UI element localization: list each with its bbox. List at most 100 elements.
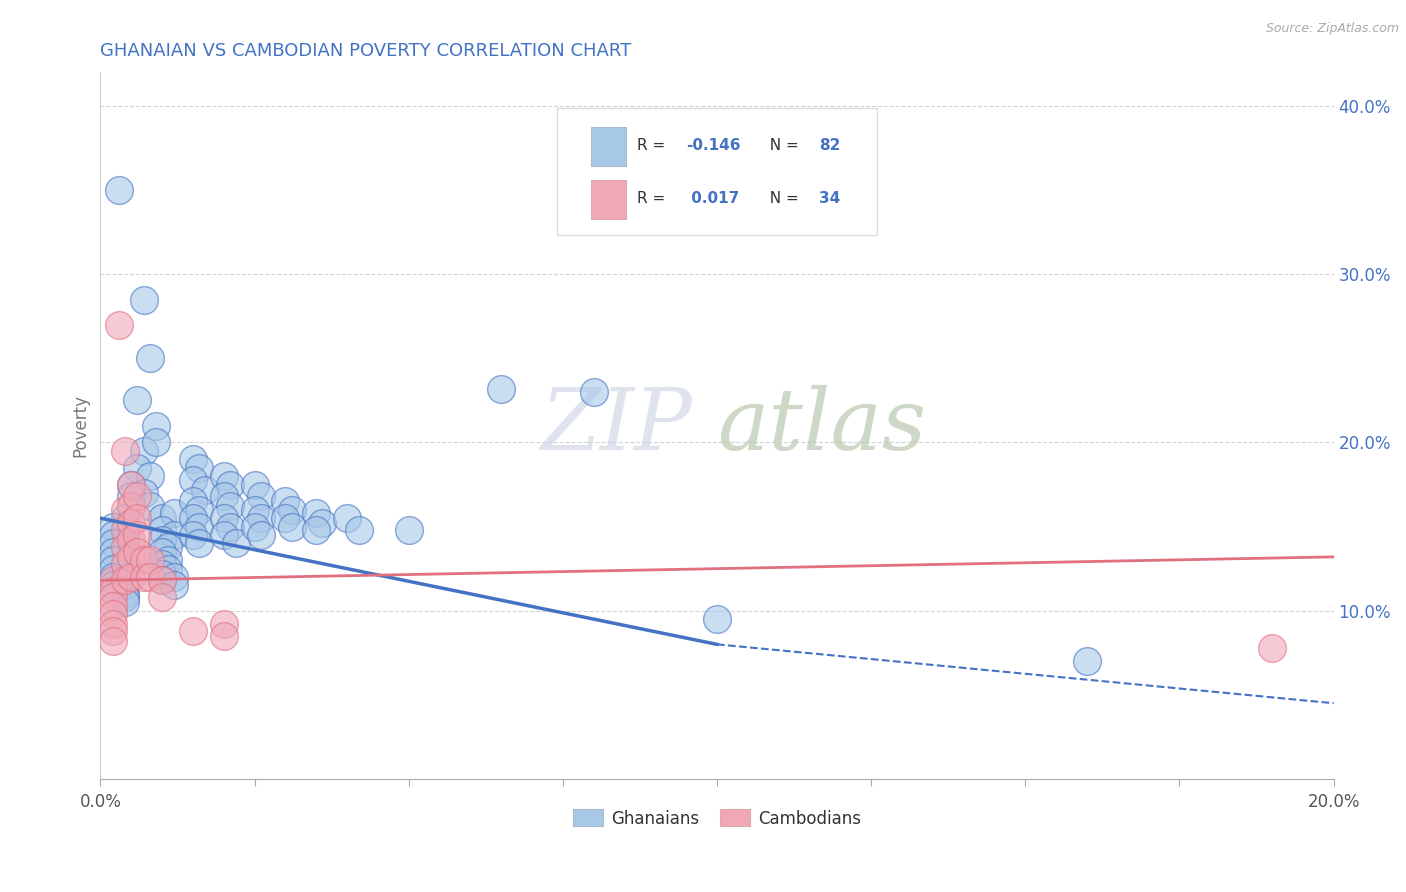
- Text: 34: 34: [820, 191, 841, 206]
- Point: [132, 570, 155, 584]
- Text: ZIP: ZIP: [540, 384, 692, 467]
- Text: Source: ZipAtlas.com: Source: ZipAtlas.com: [1265, 22, 1399, 36]
- Point: [138, 553, 160, 567]
- Point: [163, 578, 186, 592]
- Y-axis label: Poverty: Poverty: [72, 394, 89, 458]
- Point: [101, 528, 124, 542]
- Point: [163, 528, 186, 542]
- Point: [114, 443, 136, 458]
- Point: [114, 591, 136, 605]
- Point: [145, 418, 167, 433]
- Text: 82: 82: [820, 138, 841, 153]
- Point: [127, 528, 149, 542]
- Point: [157, 540, 180, 554]
- Text: GHANAIAN VS CAMBODIAN POVERTY CORRELATION CHART: GHANAIAN VS CAMBODIAN POVERTY CORRELATIO…: [100, 42, 631, 60]
- Text: N =: N =: [761, 191, 804, 206]
- Point: [127, 393, 149, 408]
- Point: [120, 500, 142, 514]
- Point: [114, 503, 136, 517]
- FancyBboxPatch shape: [557, 108, 877, 235]
- Point: [114, 528, 136, 542]
- Point: [212, 528, 235, 542]
- Point: [349, 523, 371, 537]
- Point: [120, 570, 142, 584]
- Point: [188, 536, 211, 550]
- Point: [163, 506, 186, 520]
- Point: [706, 612, 728, 626]
- Point: [114, 523, 136, 537]
- Point: [101, 578, 124, 592]
- Point: [101, 562, 124, 576]
- Point: [120, 477, 142, 491]
- Point: [181, 452, 204, 467]
- Point: [305, 506, 328, 520]
- Point: [132, 553, 155, 567]
- Text: -0.146: -0.146: [686, 138, 741, 153]
- Point: [127, 489, 149, 503]
- Point: [249, 511, 271, 525]
- Text: 0.017: 0.017: [686, 191, 740, 206]
- Point: [132, 443, 155, 458]
- Point: [108, 318, 131, 332]
- Point: [127, 545, 149, 559]
- Point: [114, 545, 136, 559]
- Point: [120, 549, 142, 564]
- Point: [150, 533, 173, 547]
- Point: [582, 384, 605, 399]
- Point: [101, 570, 124, 584]
- Point: [188, 519, 211, 533]
- Point: [101, 624, 124, 638]
- Point: [181, 473, 204, 487]
- Point: [243, 477, 266, 491]
- Point: [398, 523, 420, 537]
- Point: [212, 511, 235, 525]
- Point: [150, 566, 173, 581]
- Point: [132, 293, 155, 307]
- Point: [249, 528, 271, 542]
- Point: [114, 562, 136, 576]
- Point: [120, 477, 142, 491]
- Point: [108, 183, 131, 197]
- Point: [150, 523, 173, 537]
- Point: [150, 574, 173, 588]
- Point: [181, 494, 204, 508]
- Point: [114, 553, 136, 567]
- Point: [101, 617, 124, 632]
- Point: [212, 629, 235, 643]
- Point: [114, 587, 136, 601]
- Point: [145, 435, 167, 450]
- Point: [138, 570, 160, 584]
- Point: [181, 511, 204, 525]
- Point: [249, 489, 271, 503]
- Point: [101, 583, 124, 598]
- Point: [114, 511, 136, 525]
- Point: [1076, 654, 1098, 668]
- Point: [150, 574, 173, 588]
- Point: [336, 511, 359, 525]
- Point: [194, 483, 217, 497]
- Point: [181, 624, 204, 638]
- Point: [101, 607, 124, 621]
- Point: [212, 489, 235, 503]
- Point: [212, 469, 235, 483]
- Point: [150, 545, 173, 559]
- Point: [114, 574, 136, 588]
- Text: R =: R =: [637, 191, 669, 206]
- Point: [225, 536, 247, 550]
- Point: [188, 460, 211, 475]
- Point: [120, 533, 142, 547]
- Point: [132, 486, 155, 500]
- Point: [212, 617, 235, 632]
- Point: [101, 553, 124, 567]
- Point: [311, 516, 333, 531]
- Point: [157, 553, 180, 567]
- Point: [188, 503, 211, 517]
- FancyBboxPatch shape: [591, 127, 626, 166]
- Point: [114, 595, 136, 609]
- Point: [218, 519, 240, 533]
- Text: N =: N =: [761, 138, 804, 153]
- Point: [305, 523, 328, 537]
- Point: [114, 536, 136, 550]
- Point: [127, 511, 149, 525]
- Point: [101, 591, 124, 605]
